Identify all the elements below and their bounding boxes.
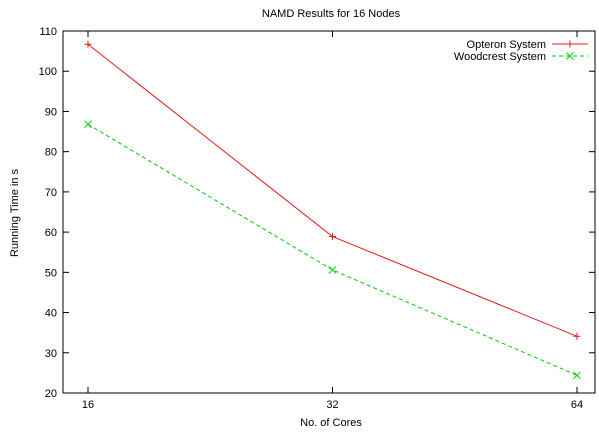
y-tick-label: 30 bbox=[45, 348, 57, 360]
legend-label: Woodcrest System bbox=[454, 51, 546, 63]
data-point-marker-b bbox=[328, 266, 337, 274]
x-axis-title: No. of Cores bbox=[300, 417, 362, 429]
legend-marker-b bbox=[566, 52, 574, 60]
data-point-marker-b bbox=[84, 120, 92, 129]
series-layer bbox=[84, 40, 581, 380]
data-point bbox=[329, 233, 336, 241]
data-point bbox=[573, 371, 581, 380]
legend-label: Opteron System bbox=[467, 39, 546, 51]
series-line bbox=[87, 123, 578, 376]
data-point bbox=[328, 266, 337, 274]
data-point bbox=[84, 120, 92, 129]
series-line bbox=[87, 43, 578, 337]
y-tick-label: 90 bbox=[45, 106, 57, 118]
data-point bbox=[573, 332, 581, 340]
y-tick-label: 60 bbox=[45, 227, 57, 239]
x-tick-label: 32 bbox=[326, 399, 338, 411]
y-axis-title: Running Time in s bbox=[9, 168, 21, 257]
data-point-marker-b bbox=[573, 371, 581, 380]
y-tick-label: 40 bbox=[45, 308, 57, 320]
y-tick-label: 50 bbox=[45, 267, 57, 279]
data-point bbox=[84, 40, 92, 48]
y-tick-label: 110 bbox=[39, 26, 57, 38]
series-woodcrest bbox=[84, 120, 581, 380]
y-tick-label: 80 bbox=[45, 147, 57, 159]
x-tick-label: 16 bbox=[82, 399, 94, 411]
y-tick-label: 100 bbox=[39, 66, 57, 78]
chart-title: NAMD Results for 16 Nodes bbox=[262, 8, 401, 20]
y-tick-label: 20 bbox=[45, 388, 57, 400]
axes: 20 30 40 50 60 70 80 90 100 110 16 32 64 bbox=[39, 26, 596, 411]
series-opteron bbox=[84, 40, 581, 340]
plot-frame bbox=[62, 30, 596, 394]
y-tick-label: 70 bbox=[45, 187, 57, 199]
legend-item: Opteron System bbox=[467, 39, 588, 51]
legend-item: Woodcrest System bbox=[454, 51, 588, 63]
x-tick-label: 64 bbox=[571, 399, 583, 411]
